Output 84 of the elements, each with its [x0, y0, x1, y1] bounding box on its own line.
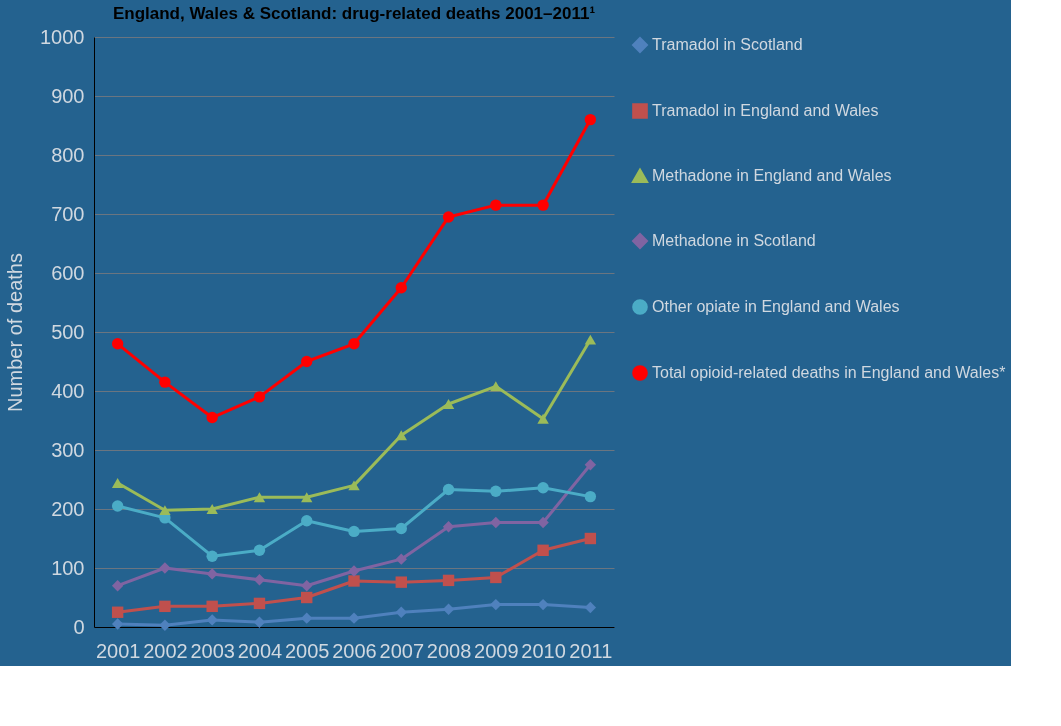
- point: [206, 614, 218, 626]
- point: [253, 492, 266, 503]
- point: [348, 480, 360, 491]
- y-tick-label: 100: [51, 556, 85, 579]
- point: [584, 532, 597, 545]
- x-tick-label: 2004: [237, 639, 283, 662]
- point: [490, 199, 502, 211]
- point: [442, 211, 455, 223]
- legend-label: Other opiate in England and Wales: [652, 298, 900, 315]
- x-tick-label: 2003: [190, 639, 235, 662]
- legend-label: Tramadol in Scotland: [652, 36, 803, 53]
- point: [348, 575, 360, 587]
- point: [537, 199, 549, 211]
- point: [442, 574, 455, 587]
- point: [111, 338, 124, 350]
- point: [111, 580, 124, 592]
- x-tick-label: 2001: [95, 639, 141, 662]
- legend-label: Methadone in Scotland: [652, 232, 816, 249]
- point: [111, 500, 124, 512]
- y-tick-label: 400: [51, 379, 85, 402]
- y-tick-label: 500: [51, 320, 85, 343]
- point: [301, 492, 313, 503]
- x-tick-label: 2011: [569, 639, 613, 662]
- point: [159, 619, 171, 631]
- legend-label: Methadone in England and Wales: [652, 167, 892, 184]
- point: [253, 597, 266, 610]
- y-tick-label: 200: [51, 497, 85, 520]
- point: [111, 478, 124, 488]
- x-tick-label: 2002: [143, 639, 188, 662]
- point: [253, 391, 266, 403]
- x-tick-label: 2009: [474, 639, 519, 662]
- point: [395, 522, 407, 535]
- point: [584, 459, 597, 471]
- x-tick-label: 2007: [379, 639, 425, 662]
- point: [348, 338, 360, 350]
- point: [206, 504, 218, 514]
- point: [584, 601, 597, 614]
- point: [490, 571, 502, 584]
- point: [348, 525, 360, 538]
- point: [442, 483, 455, 496]
- x-tick-label: 2005: [284, 639, 330, 662]
- y-tick-label: 600: [51, 261, 85, 284]
- y-tick-label: 0: [73, 615, 85, 638]
- point: [111, 606, 124, 618]
- legend-label: Total opioid-related deaths in England and Wales*: [652, 364, 1006, 381]
- point: [490, 381, 502, 392]
- point: [537, 544, 549, 556]
- point: [159, 600, 171, 613]
- point: [253, 544, 266, 556]
- point: [537, 482, 549, 494]
- point: [395, 430, 407, 441]
- point: [584, 334, 597, 345]
- point: [301, 515, 313, 527]
- x-tick-label: 2006: [332, 639, 377, 662]
- point: [584, 490, 597, 503]
- point: [206, 600, 218, 613]
- point: [206, 568, 218, 580]
- y-tick-label: 800: [51, 143, 85, 166]
- legend-label: Tramadol in England and Wales: [652, 102, 879, 119]
- point: [395, 606, 407, 618]
- point: [395, 282, 407, 294]
- point: [159, 562, 171, 574]
- x-tick-label: 2010: [521, 639, 566, 662]
- point: [348, 565, 360, 577]
- point: [301, 580, 313, 592]
- point: [442, 521, 455, 533]
- point: [490, 485, 502, 497]
- y-tick-label: 1000: [40, 25, 85, 48]
- point: [301, 591, 313, 604]
- point: [206, 550, 218, 562]
- point: [537, 413, 549, 424]
- point: [301, 355, 313, 368]
- y-tick-label: 700: [51, 202, 85, 225]
- point: [395, 553, 407, 565]
- point: [159, 505, 171, 516]
- point: [395, 576, 407, 588]
- point: [206, 411, 218, 424]
- y-tick-label: 900: [51, 84, 85, 107]
- x-tick-label: 2008: [426, 639, 472, 662]
- chart-title: England, Wales & Scotland: drug-related deaths 2001–2011¹: [112, 4, 596, 23]
- y-tick-label: 300: [51, 438, 85, 461]
- y-axis-title: Number of deaths: [4, 253, 27, 412]
- point: [159, 376, 171, 388]
- point: [584, 113, 597, 126]
